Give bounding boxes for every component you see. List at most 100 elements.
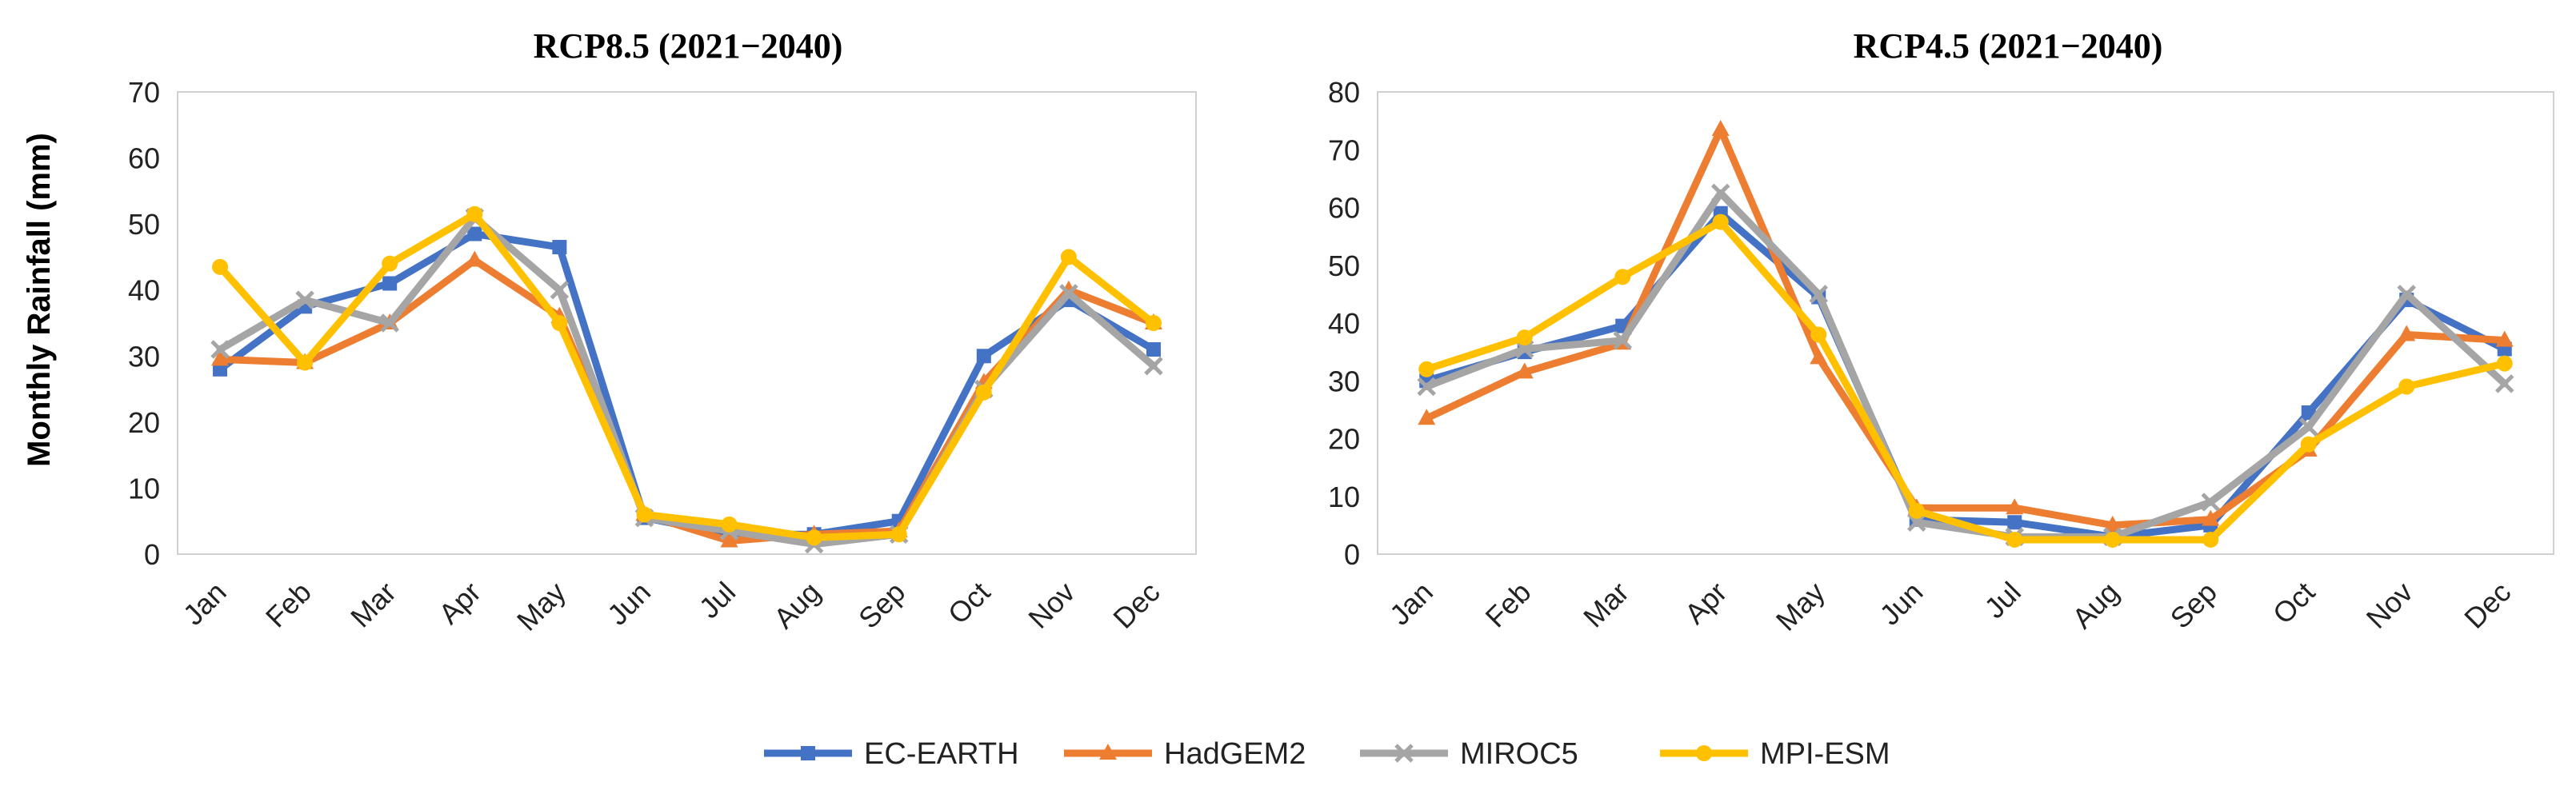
data-point-hadgem2 [2495,330,2514,347]
data-point-ec-earth [1146,342,1161,357]
x-tick-label: Sep [2164,576,2223,635]
data-point-miroc5 [1710,183,1730,203]
data-point-mpi-esm [297,354,314,371]
data-point-mpi-esm [975,384,992,401]
data-point-miroc5 [2298,417,2318,437]
legend-item-miroc5: MIROC5 [1360,737,1578,771]
legend-item-hadgem2: HadGEM2 [1064,737,1306,771]
data-point-ec-earth [976,349,991,364]
y-tick-labels: 0 10 20 30 40 50 60 70 [128,76,160,571]
series-line-mpi-esm [216,210,1158,541]
y-axis-label: Monthly Rainfall (mm) [22,133,57,467]
data-point-hadgem2 [466,250,484,267]
legend-item-ec-earth: EC-EARTH [764,737,1019,771]
x-tick-label: Jun [1873,576,1929,632]
x-tick-label: Sep [852,576,911,635]
chart-rcp45: RCP4.5 (2021−2040) 0 10 20 30 40 50 60 70 80 Jan… [1328,26,2554,637]
data-point-mpi-esm [1712,213,1729,230]
y-tick-label: 70 [128,76,160,109]
data-point-mpi-esm [1696,745,1712,761]
data-point-hadgem2 [2006,498,2024,515]
x-tick-label: Jul [693,576,742,625]
x-tick-label: Jun [601,576,657,632]
x-tick-label: Feb [1479,576,1538,634]
data-point-miroc5 [2397,285,2417,304]
series-line-miroc5 [1422,189,2509,541]
x-tick-label: Aug [767,576,826,635]
data-point-miroc5 [1417,377,1437,397]
data-point-mpi-esm [721,516,738,533]
x-tick-label: Mar [1577,576,1635,634]
x-tick-label: Oct [2266,576,2322,631]
x-tick-label: Apr [432,576,487,631]
x-tick-label: May [510,576,572,637]
data-point-mpi-esm [1908,502,1925,519]
data-point-mpi-esm [466,205,483,222]
data-point-mpi-esm [806,529,822,546]
series-line-ec-earth [1422,209,2509,541]
y-tick-label: 10 [128,472,160,505]
legend: EC-EARTH HadGEM2 MIROC5 MPI-ESM [764,737,1890,771]
data-point-mpi-esm [1145,315,1162,331]
data-point-mpi-esm [382,255,398,272]
data-point-hadgem2 [2103,515,2122,532]
x-tick-labels: Jan Feb Mar Apr May Jun Jul Aug Sep Oct Nov Dec [177,576,1166,637]
data-point-mpi-esm [1614,269,1631,285]
y-tick-label: 0 [1344,538,1360,571]
legend-label: HadGEM2 [1164,737,1306,771]
legend-label: EC-EARTH [864,737,1019,771]
x-tick-label: Mar [344,576,402,634]
x-tick-label: May [1770,576,1831,637]
data-point-hadgem2 [720,531,738,548]
plot-area [177,91,1197,555]
y-tick-labels: 0 10 20 30 40 50 60 70 80 [1328,76,1360,571]
y-tick-label: 40 [1328,307,1360,340]
x-tick-label: Dec [1106,576,1166,635]
y-tick-label: 40 [128,274,160,307]
y-tick-label: 20 [128,406,160,439]
y-tick-label: 80 [1328,76,1360,109]
x-tick-label: Dec [2458,576,2517,635]
data-point-miroc5 [1394,744,1414,763]
data-point-mpi-esm [212,258,229,275]
data-point-miroc5 [1059,284,1078,303]
y-tick-label: 50 [1328,249,1360,282]
y-tick-label: 70 [1328,134,1360,166]
y-tick-label: 60 [1328,192,1360,225]
series-line-ec-earth [216,230,1158,538]
data-point-miroc5 [1906,513,1926,533]
data-point-hadgem2 [211,349,230,366]
data-point-hadgem2 [2398,325,2416,341]
data-point-miroc5 [1514,339,1534,359]
data-point-mpi-esm [2496,355,2513,372]
series-line-hadgem2 [1422,126,2509,529]
data-point-mpi-esm [1418,361,1435,377]
x-tick-label: Apr [1678,576,1734,631]
y-tick-label: 0 [144,538,160,571]
chart-title: RCP4.5 (2021−2040) [1854,26,2163,66]
data-point-mpi-esm [636,506,653,523]
data-point-mpi-esm [2104,531,2121,548]
data-point-mpi-esm [2006,531,2023,548]
data-point-hadgem2 [1099,744,1117,760]
data-point-miroc5 [380,313,399,333]
data-point-miroc5 [1613,330,1633,350]
chart-rcp85: RCP8.5 (2021−2040) 0 10 20 30 40 50 60 70 Jan Fe… [128,26,1197,637]
data-point-mpi-esm [551,315,568,331]
data-point-miroc5 [1144,356,1163,376]
data-point-ec-earth [382,276,398,291]
data-point-miroc5 [550,280,570,300]
data-point-miroc5 [1809,285,1829,304]
y-tick-label: 10 [1328,481,1360,513]
data-point-miroc5 [2494,374,2514,393]
x-tick-label: Nov [2360,576,2419,635]
data-point-miroc5 [210,340,230,359]
plot-area [1377,91,2554,555]
chart-title: RCP8.5 (2021−2040) [534,26,843,66]
data-point-mpi-esm [2398,378,2415,395]
data-point-mpi-esm [890,526,907,543]
data-point-ec-earth [467,226,482,241]
legend-label: MIROC5 [1460,737,1578,771]
series-layer [1417,119,2514,548]
